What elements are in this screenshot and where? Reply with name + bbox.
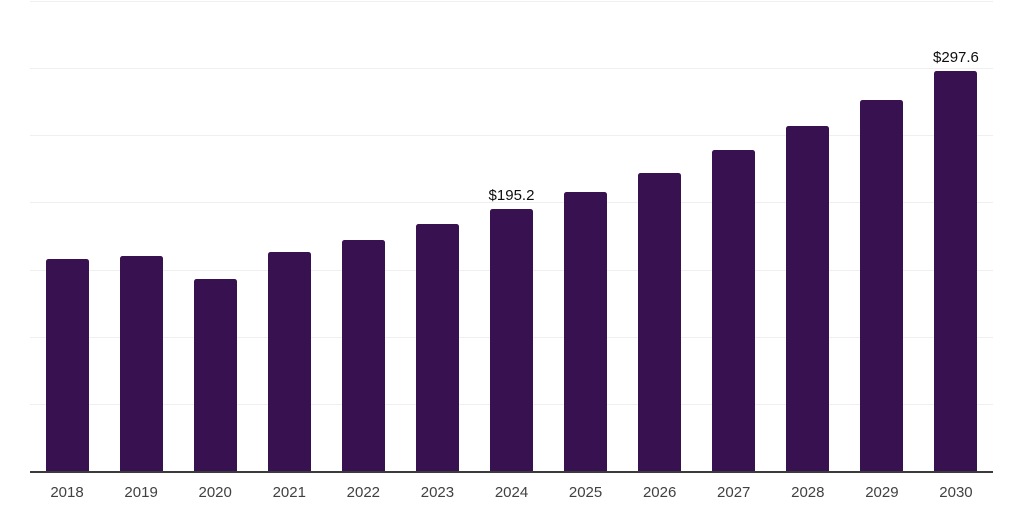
bar-2030 (934, 71, 978, 471)
bar-2025 (564, 191, 608, 471)
data-label-2030: $297.6 (933, 49, 979, 67)
x-axis-line (30, 471, 993, 473)
gridline-350 (30, 1, 993, 2)
gridline-250 (30, 135, 993, 137)
x-tick-2027: 2027 (717, 484, 751, 501)
bar-2024 (490, 208, 533, 471)
gridline-300 (30, 68, 993, 70)
plot-area: $195.2 $297.6 (30, 1, 993, 471)
bar-2028 (786, 126, 830, 471)
bar-2026 (638, 173, 682, 471)
bar-2020 (193, 278, 237, 471)
x-tick-2028: 2028 (791, 484, 825, 501)
x-tick-2018: 2018 (50, 484, 84, 501)
x-tick-2029: 2029 (865, 484, 899, 501)
bar-2019 (119, 256, 163, 471)
x-tick-2023: 2023 (420, 484, 455, 501)
bar-2018 (45, 259, 89, 471)
bar-2021 (267, 251, 311, 471)
x-tick-2030: 2030 (939, 484, 973, 501)
x-axis-labels: 2018 2019 2020 2021 2022 2023 2024 2025 2026 2027… (30, 484, 993, 504)
x-tick-2019: 2019 (124, 484, 158, 501)
x-tick-2022: 2022 (346, 484, 381, 501)
bar-2023 (415, 224, 459, 471)
x-tick-2024: 2024 (494, 484, 529, 501)
data-label-2024: $195.2 (488, 186, 535, 204)
x-tick-2020: 2020 (198, 484, 232, 501)
x-tick-2026: 2026 (642, 484, 677, 501)
bar-2022 (341, 239, 385, 471)
bar-2027 (712, 150, 756, 471)
gridline-200 (30, 202, 993, 204)
bar-2029 (860, 100, 904, 471)
x-tick-2025: 2025 (568, 484, 603, 501)
x-tick-2021: 2021 (272, 484, 306, 501)
